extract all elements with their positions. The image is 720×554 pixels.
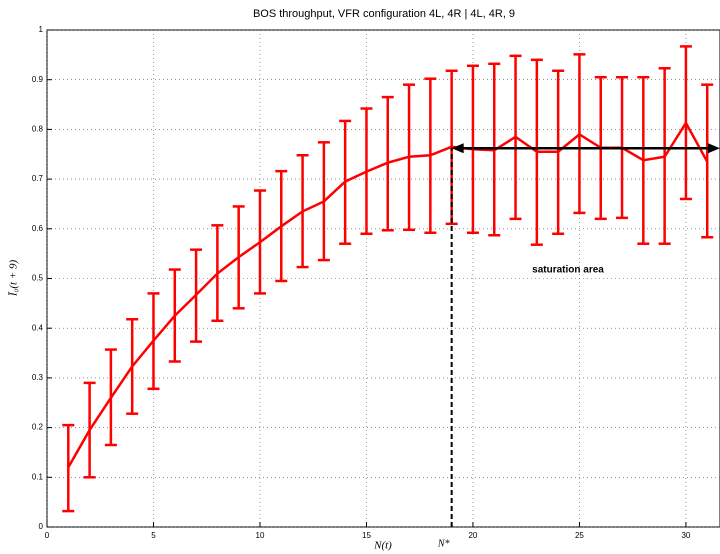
arrow-head	[451, 143, 464, 154]
y-tick-label: 0.8	[32, 125, 44, 134]
x-tick-label: 5	[151, 531, 156, 540]
y-tick-label: 0	[39, 522, 44, 531]
x-tick-label: 30	[681, 531, 690, 540]
y-tick-label: 0.9	[32, 75, 44, 84]
x-tick-label: 25	[575, 531, 584, 540]
arrow-head	[708, 143, 720, 154]
y-tick-label: 1	[39, 25, 44, 34]
x-axis-label: N(t)	[373, 540, 392, 552]
x-tick-label: 20	[468, 531, 477, 540]
chart-title: BOS throughput, VFR configuration 4L, 4R…	[253, 8, 515, 20]
y-tick-label: 0.2	[32, 423, 44, 432]
x-tick-label: 0	[45, 531, 50, 540]
marker-label: N*	[437, 538, 450, 549]
y-axis-label: Ī₀(t + 9)	[8, 260, 20, 298]
x-tick-label: 15	[362, 531, 371, 540]
x-tick-label: 10	[256, 531, 265, 540]
y-tick-label: 0.7	[32, 174, 44, 183]
y-tick-label: 0.3	[32, 373, 44, 382]
y-tick-label: 0.6	[32, 224, 44, 233]
y-tick-label: 0.1	[32, 472, 44, 481]
y-tick-label: 0.4	[32, 323, 44, 332]
y-tick-label: 0.5	[32, 274, 44, 283]
region-label: saturation area	[532, 265, 604, 276]
